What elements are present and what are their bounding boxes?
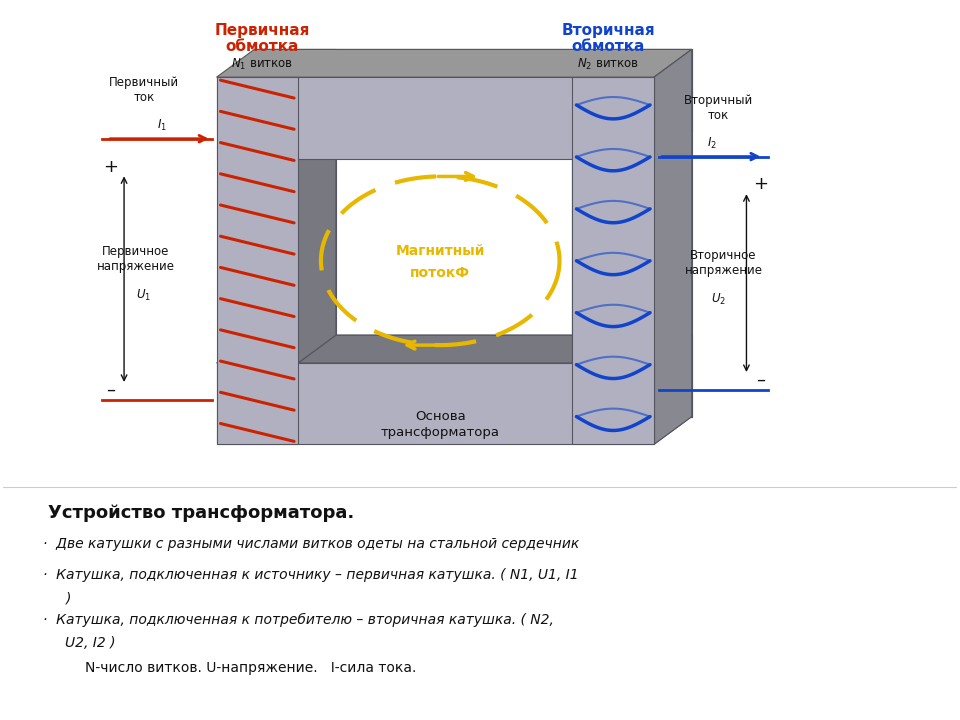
Polygon shape [254,336,692,417]
Polygon shape [217,336,692,363]
Polygon shape [254,50,336,417]
Text: потокФ: потокФ [410,266,470,279]
Text: U2, I2 ): U2, I2 ) [65,636,116,650]
Polygon shape [298,336,611,363]
Text: ·  Катушка, подключенная к потребителю – вторичная катушка. ( N2,: · Катушка, подключенная к потребителю – … [42,613,553,627]
Polygon shape [654,50,692,158]
Polygon shape [217,363,654,444]
Polygon shape [217,50,692,77]
Text: Основа: Основа [415,410,466,423]
Text: –: – [756,371,765,389]
Text: Вторичный
ток: Вторичный ток [684,94,754,122]
Text: $U_2$: $U_2$ [711,292,726,307]
Text: $N_2$ витков: $N_2$ витков [577,58,639,73]
Text: Вторичная: Вторичная [562,22,655,37]
Polygon shape [298,131,336,363]
Polygon shape [572,131,611,363]
Text: Первичный
ток: Первичный ток [108,76,179,104]
Polygon shape [654,50,692,444]
Text: $U_1$: $U_1$ [136,287,152,302]
Polygon shape [572,77,654,444]
Text: N-число витков. U-напряжение.   I-сила тока.: N-число витков. U-напряжение. I-сила ток… [85,661,417,675]
Polygon shape [217,77,654,158]
Text: Вторичное
напряжение: Вторичное напряжение [684,249,762,277]
Text: обмотка: обмотка [226,40,299,55]
Text: ): ) [65,591,71,606]
Text: Первичное
напряжение: Первичное напряжение [97,246,175,274]
Text: $N_1$ витков: $N_1$ витков [231,58,294,73]
Polygon shape [654,336,692,444]
Text: ·  Катушка, подключенная к источнику – первичная катушка. ( N1, U1, I1: · Катушка, подключенная к источнику – пе… [42,568,578,582]
Text: –: – [106,381,114,399]
Polygon shape [254,50,692,131]
Text: Магнитный: Магнитный [396,244,485,258]
Polygon shape [298,131,611,158]
Text: $I_2$: $I_2$ [707,135,716,150]
Text: трансформатора: трансформатора [381,426,500,439]
Text: Первичная: Первичная [215,22,310,37]
Text: ·  Две катушки с разными числами витков одеты на стальной сердечник: · Две катушки с разными числами витков о… [42,536,579,551]
Text: $I_1$: $I_1$ [156,117,167,132]
Text: +: + [753,176,768,194]
Text: обмотка: обмотка [571,40,645,55]
Text: Устройство трансформатора.: Устройство трансформатора. [47,504,354,522]
Text: +: + [103,158,118,176]
Polygon shape [217,77,298,444]
Polygon shape [611,50,692,417]
